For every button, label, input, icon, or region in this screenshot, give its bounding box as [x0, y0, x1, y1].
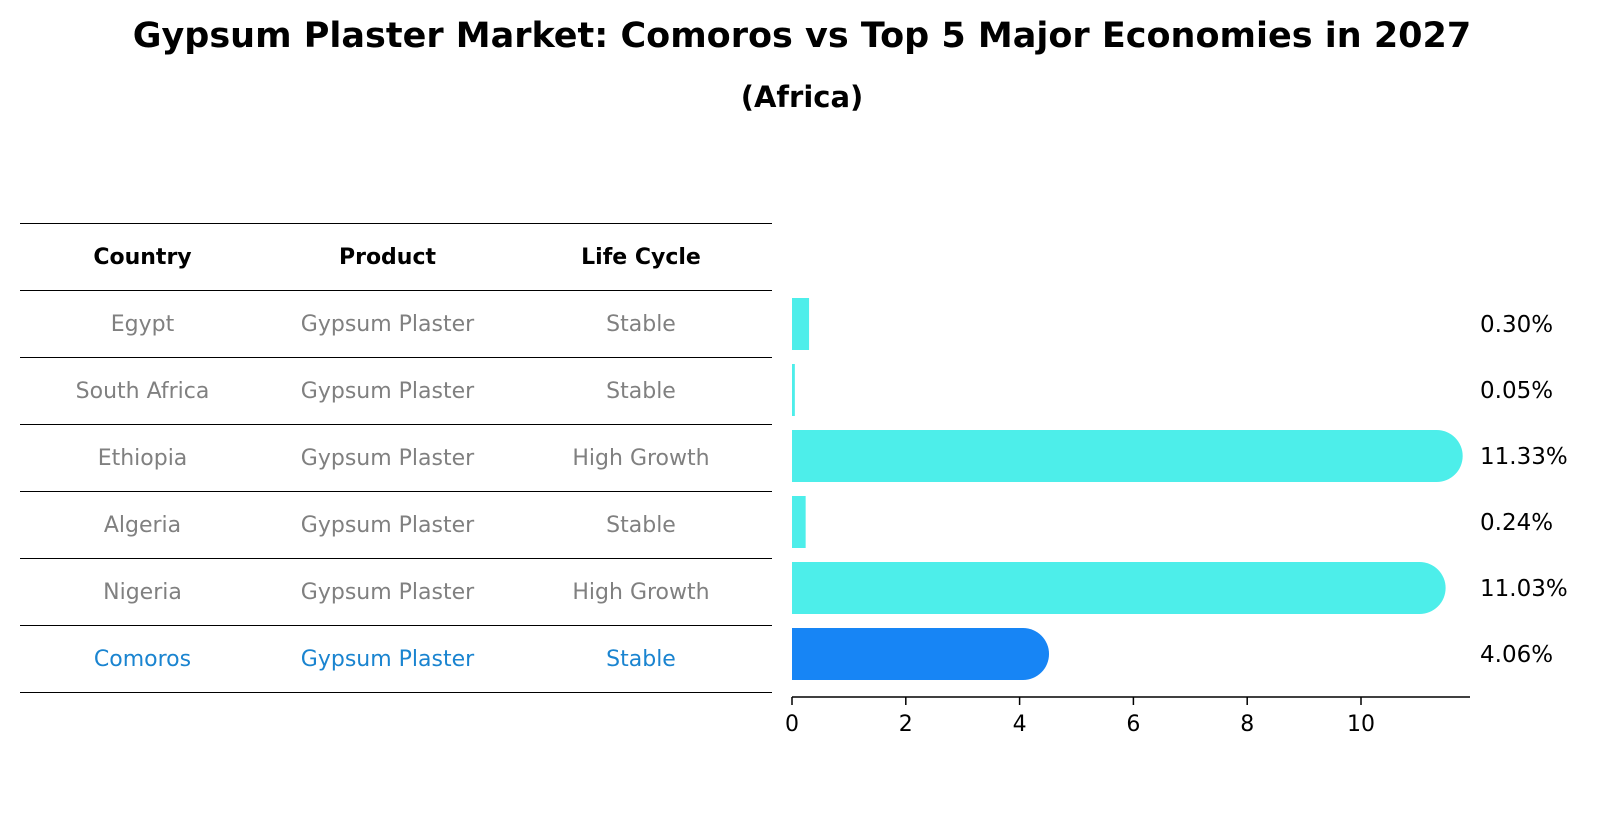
- cell-product: Gypsum Plaster: [265, 491, 510, 559]
- x-tick-label: 4: [1013, 712, 1027, 737]
- x-tick-label: 10: [1347, 712, 1375, 737]
- bar: [792, 364, 795, 416]
- bar-value-label: 4.06%: [1480, 642, 1553, 668]
- table-row: Egypt Gypsum Plaster Stable: [20, 290, 772, 358]
- cell-product: Gypsum Plaster: [265, 558, 510, 626]
- cell-life-cycle: Stable: [510, 625, 772, 693]
- cell-country: Nigeria: [20, 558, 265, 626]
- bar: [792, 562, 1446, 614]
- cell-country: Algeria: [20, 491, 265, 559]
- bar-highlighted: [792, 628, 1050, 680]
- header-product: Product: [265, 223, 510, 291]
- cell-country: Egypt: [20, 290, 265, 358]
- bar-value-label: 0.24%: [1480, 510, 1553, 536]
- table-header-row: Country Product Life Cycle: [20, 223, 772, 291]
- cell-product: Gypsum Plaster: [265, 424, 510, 492]
- bar: [792, 496, 806, 548]
- cell-product: Gypsum Plaster: [265, 625, 510, 693]
- table-row-highlighted: Comoros Gypsum Plaster Stable: [20, 625, 772, 693]
- comparison-table: Country Product Life Cycle Egypt Gypsum …: [20, 223, 772, 693]
- cell-country: Comoros: [20, 625, 265, 693]
- cell-life-cycle: High Growth: [510, 424, 772, 492]
- x-tick-label: 6: [1126, 712, 1140, 737]
- cell-country: Ethiopia: [20, 424, 265, 492]
- cell-life-cycle: High Growth: [510, 558, 772, 626]
- table-row: South Africa Gypsum Plaster Stable: [20, 357, 772, 425]
- bar: [792, 298, 810, 350]
- cell-life-cycle: Stable: [510, 290, 772, 358]
- header-life-cycle: Life Cycle: [510, 223, 772, 291]
- chart-subtitle: (Africa): [740, 80, 864, 114]
- cell-product: Gypsum Plaster: [265, 290, 510, 358]
- bar-value-label: 0.30%: [1480, 312, 1553, 338]
- x-tick-label: 2: [899, 712, 913, 737]
- bar-value-label: 0.05%: [1480, 378, 1553, 404]
- bar-value-label: 11.03%: [1480, 576, 1568, 602]
- table-row: Ethiopia Gypsum Plaster High Growth: [20, 424, 772, 492]
- cell-country: South Africa: [20, 357, 265, 425]
- header-country: Country: [20, 223, 265, 291]
- x-tick-label: 8: [1240, 712, 1254, 737]
- bar: [792, 430, 1463, 482]
- cell-product: Gypsum Plaster: [265, 357, 510, 425]
- table-row: Nigeria Gypsum Plaster High Growth: [20, 558, 772, 626]
- chart-title: Gypsum Plaster Market: Comoros vs Top 5 …: [132, 16, 1472, 56]
- x-tick-label: 0: [785, 712, 799, 737]
- table-row: Algeria Gypsum Plaster Stable: [20, 491, 772, 559]
- cell-life-cycle: Stable: [510, 491, 772, 559]
- bar-value-label: 11.33%: [1480, 444, 1568, 470]
